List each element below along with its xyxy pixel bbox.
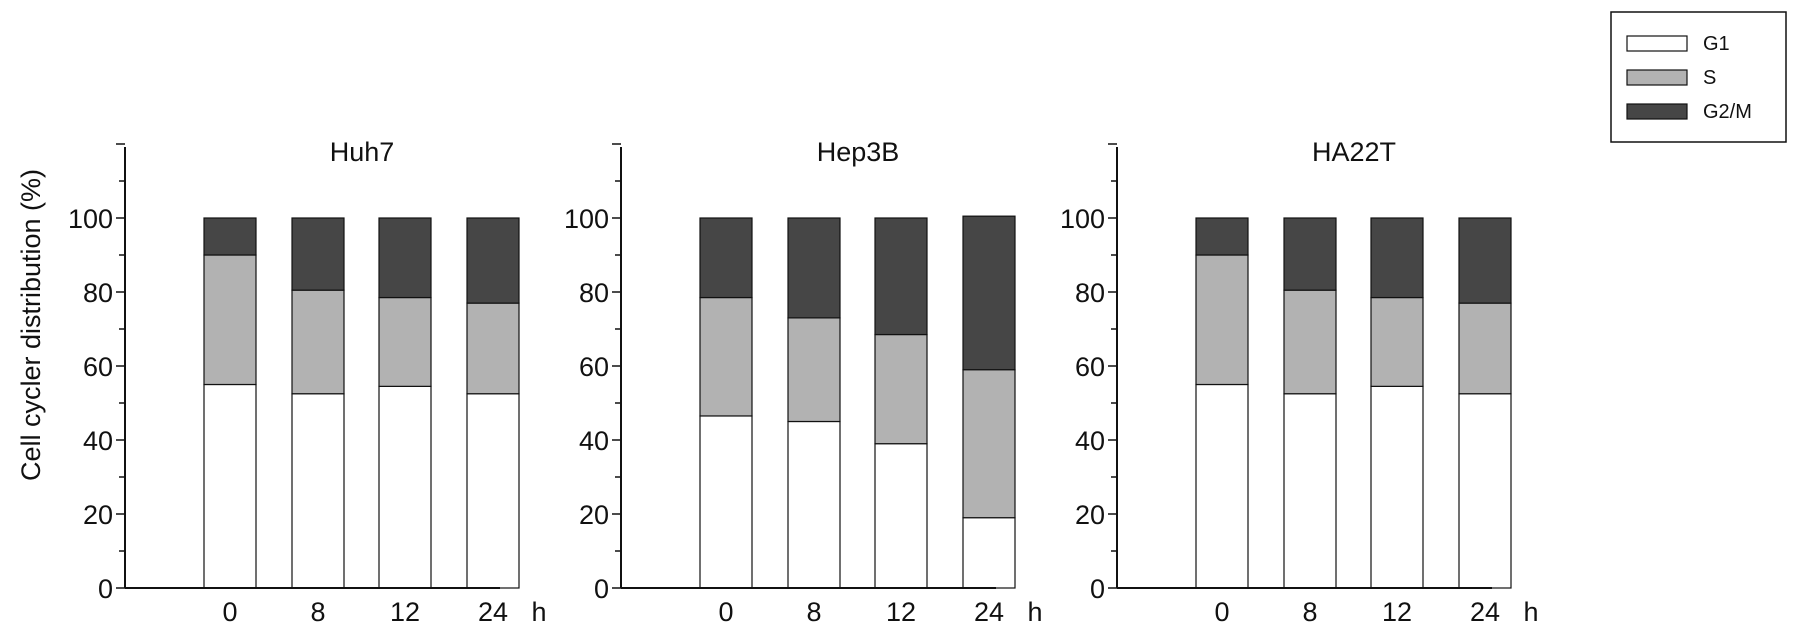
- bar-hep3b-24h-g1: [962, 517, 1016, 589]
- panel-ha22t: HA22T 0 20 40 60 80 100 0 8 12 24 h: [1060, 137, 1539, 627]
- bar-hep3b-0h-s: [699, 296, 753, 417]
- y-tick-label-hep3b-0: 0: [594, 574, 609, 604]
- y-tick-label-ha22t-0: 0: [1090, 574, 1105, 604]
- bar-hep3b-24h-s: [962, 369, 1016, 519]
- bar-hep3b-8h-g1: [787, 420, 841, 589]
- x-tick-label-huh7-8: 8: [310, 597, 325, 627]
- bar-huh7-12h-g1: [378, 385, 432, 589]
- bar-hep3b-12h-g1: [874, 443, 928, 589]
- bar-hep3b-8h-s: [787, 317, 841, 423]
- y-tick-label-huh7-40: 40: [83, 426, 113, 456]
- bar-huh7-0h-g2-m: [203, 217, 257, 256]
- legend-label-s: S: [1703, 67, 1716, 89]
- bar-huh7-8h-g1: [291, 393, 345, 589]
- panel-title-ha22t: HA22T: [1312, 137, 1396, 167]
- y-tick-label-ha22t-60: 60: [1075, 352, 1105, 382]
- x-tick-label-huh7-24: 24: [478, 597, 508, 627]
- legend-swatch-g2-m: [1626, 103, 1688, 120]
- x-tick-label-hep3b-12: 12: [886, 597, 916, 627]
- legend-label-g1: G1: [1703, 33, 1730, 55]
- y-tick-label-ha22t-20: 20: [1075, 500, 1105, 530]
- y-tick-label-huh7-100: 100: [68, 204, 113, 234]
- x-tick-label-ha22t-0: 0: [1214, 597, 1229, 627]
- bar-ha22t-8h-g2-m: [1283, 217, 1337, 291]
- x-tick-label-huh7-12: 12: [390, 597, 420, 627]
- panel-huh7: Huh7 0 20 40 60 80 100 0 8 12 24 h: [68, 137, 547, 627]
- bar-hep3b-0h-g2-m: [699, 217, 753, 299]
- bar-huh7-0h-s: [203, 254, 257, 386]
- x-tick-label-hep3b-8: 8: [806, 597, 821, 627]
- bar-ha22t-0h-g2-m: [1195, 217, 1249, 256]
- bar-hep3b-0h-g1: [699, 415, 753, 589]
- y-axis-label: Cell cycler distribution (%): [16, 169, 46, 481]
- bar-hep3b-12h-g2-m: [874, 217, 928, 336]
- x-tick-label-ha22t-8: 8: [1302, 597, 1317, 627]
- bar-hep3b-24h-g2-m: [962, 215, 1016, 371]
- bar-huh7-12h-g2-m: [378, 217, 432, 299]
- bar-ha22t-12h-g2-m: [1370, 217, 1424, 299]
- bar-ha22t-24h-g1: [1458, 393, 1512, 589]
- bar-huh7-24h-g2-m: [466, 217, 520, 304]
- bar-ha22t-0h-g1: [1195, 383, 1249, 589]
- bar-ha22t-8h-g1: [1283, 393, 1337, 589]
- bar-ha22t-24h-g2-m: [1458, 217, 1512, 304]
- bar-huh7-24h-g1: [466, 393, 520, 589]
- bar-huh7-12h-s: [378, 296, 432, 387]
- y-tick-label-hep3b-60: 60: [579, 352, 609, 382]
- bar-ha22t-24h-s: [1458, 302, 1512, 395]
- bar-ha22t-12h-g1: [1370, 385, 1424, 589]
- x-tick-label-ha22t-24: 24: [1470, 597, 1500, 627]
- bar-ha22t-8h-s: [1283, 289, 1337, 395]
- legend: G1 S G2/M: [1610, 11, 1787, 143]
- bar-ha22t-12h-s: [1370, 296, 1424, 387]
- bar-hep3b-12h-s: [874, 333, 928, 445]
- legend-label-g2-m: G2/M: [1703, 101, 1752, 123]
- y-tick-label-hep3b-100: 100: [564, 204, 609, 234]
- panel-title-hep3b: Hep3B: [817, 137, 900, 167]
- x-unit-label-huh7: h: [531, 597, 546, 627]
- bar-huh7-8h-s: [291, 289, 345, 395]
- x-unit-label-hep3b: h: [1027, 597, 1042, 627]
- y-tick-label-huh7-80: 80: [83, 278, 113, 308]
- panel-hep3b: Hep3B 0 20 40 60 80 100 0 8 12 24 h: [564, 137, 1043, 627]
- y-tick-label-ha22t-100: 100: [1060, 204, 1105, 234]
- y-tick-label-hep3b-20: 20: [579, 500, 609, 530]
- y-tick-label-hep3b-80: 80: [579, 278, 609, 308]
- y-tick-label-huh7-0: 0: [98, 574, 113, 604]
- bar-huh7-0h-g1: [203, 383, 257, 589]
- y-tick-label-huh7-60: 60: [83, 352, 113, 382]
- bar-huh7-8h-g2-m: [291, 217, 345, 291]
- y-tick-label-huh7-20: 20: [83, 500, 113, 530]
- legend-swatch-g1: [1626, 35, 1688, 52]
- x-tick-label-huh7-0: 0: [222, 597, 237, 627]
- legend-swatch-s: [1626, 69, 1688, 86]
- panel-title-huh7: Huh7: [330, 137, 395, 167]
- y-tick-label-hep3b-40: 40: [579, 426, 609, 456]
- x-tick-label-hep3b-0: 0: [718, 597, 733, 627]
- x-tick-label-hep3b-24: 24: [974, 597, 1004, 627]
- x-tick-label-ha22t-12: 12: [1382, 597, 1412, 627]
- x-unit-label-ha22t: h: [1523, 597, 1538, 627]
- bar-hep3b-8h-g2-m: [787, 217, 841, 319]
- y-tick-label-ha22t-80: 80: [1075, 278, 1105, 308]
- y-tick-label-ha22t-40: 40: [1075, 426, 1105, 456]
- bar-ha22t-0h-s: [1195, 254, 1249, 386]
- bar-huh7-24h-s: [466, 302, 520, 395]
